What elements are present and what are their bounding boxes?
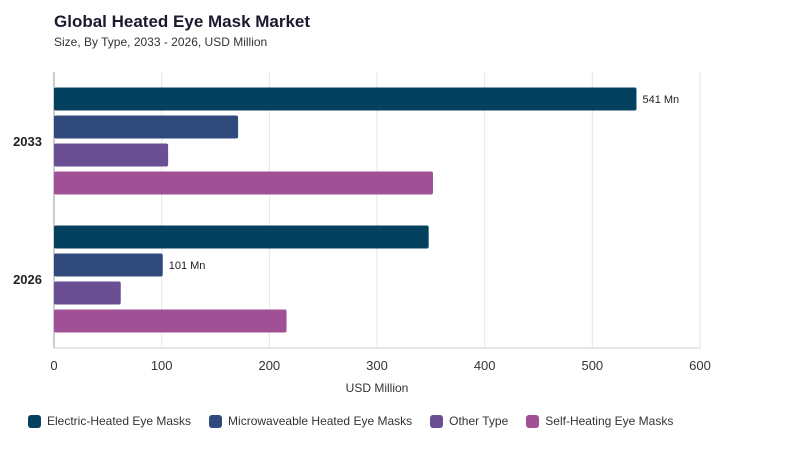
bar [54,143,169,167]
bar [54,87,637,111]
data-label: 541 Mn [642,94,679,106]
y-category-label: 2026 [13,272,42,287]
legend-item-self-heating: Self-Heating Eye Masks [526,414,673,428]
bar [54,171,433,195]
legend-label-self-heating: Self-Heating Eye Masks [545,414,674,428]
legend-label-microwaveable: Microwaveable Heated Eye Masks [228,414,413,428]
legend: Electric-Heated Eye Masks Microwaveable … [28,414,673,428]
x-tick-label: 600 [689,358,711,373]
x-tick-label: 300 [366,358,388,373]
legend-swatch-other [430,414,444,428]
x-tick-label: 0 [50,358,57,373]
bar-chart: 0 100 200 300 400 500 600 USD Million 541 Mn 2033… [13,72,711,395]
legend-label-other: Other Type [449,414,509,428]
bar [54,115,239,139]
legend-swatch-self-heating [526,414,540,428]
legend-swatch-microwaveable [209,414,223,428]
x-tick-label: 500 [581,358,603,373]
chart-subtitle: Size, By Type, 2033 - 2026, USD Million [54,35,268,49]
bar [54,253,163,277]
data-label: 101 Mn [169,260,206,272]
legend-item-microwaveable: Microwaveable Heated Eye Masks [209,414,412,428]
x-tick-label: 200 [258,358,280,373]
bar [54,281,121,305]
legend-item-other: Other Type [430,414,508,428]
bar [54,225,429,249]
chart-title: Global Heated Eye Mask Market [54,12,311,31]
legend-item-electric: Electric-Heated Eye Masks [28,414,191,428]
legend-label-electric: Electric-Heated Eye Masks [47,414,192,428]
x-tick-label: 100 [151,358,173,373]
x-axis-label: USD Million [346,381,409,395]
bar [54,309,287,333]
y-category-label: 2033 [13,134,42,149]
x-tick-label: 400 [474,358,496,373]
legend-swatch-electric [28,414,41,428]
